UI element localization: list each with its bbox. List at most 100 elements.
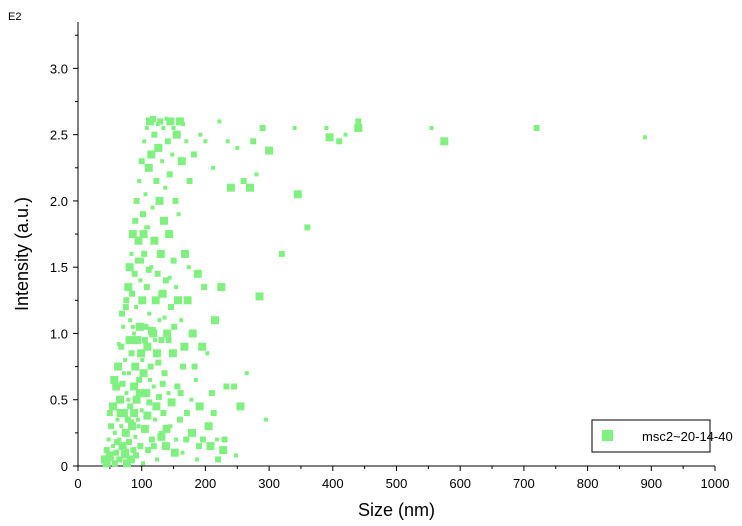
data-point xyxy=(183,296,192,305)
data-point xyxy=(119,424,124,429)
data-point xyxy=(124,416,131,423)
data-point xyxy=(172,197,179,204)
data-point xyxy=(164,138,171,145)
data-point xyxy=(147,150,156,159)
data-point xyxy=(130,409,139,417)
data-point xyxy=(157,118,164,125)
x-tick-label: 200 xyxy=(195,476,217,491)
data-point xyxy=(325,133,334,142)
data-point xyxy=(179,318,184,323)
data-point xyxy=(140,358,145,362)
data-point xyxy=(102,459,111,468)
data-point xyxy=(151,296,160,305)
data-point xyxy=(217,119,222,124)
data-point xyxy=(151,384,156,389)
data-point xyxy=(116,456,123,463)
data-point xyxy=(167,275,172,280)
data-point xyxy=(183,410,190,416)
data-point xyxy=(193,377,198,382)
x-tick-label: 800 xyxy=(577,476,599,491)
data-point xyxy=(148,377,152,382)
data-point xyxy=(127,371,131,376)
data-point xyxy=(160,216,168,225)
data-point xyxy=(129,290,136,297)
y-tick-label: 2.5 xyxy=(50,128,68,143)
data-point xyxy=(105,451,114,460)
data-point xyxy=(201,284,208,291)
data-point xyxy=(203,139,208,144)
data-point xyxy=(223,383,230,390)
data-point xyxy=(162,424,171,433)
data-point xyxy=(135,417,140,422)
data-point xyxy=(180,450,185,455)
data-point xyxy=(130,447,137,454)
data-point xyxy=(114,362,123,371)
data-point xyxy=(130,324,135,329)
data-point xyxy=(177,390,184,397)
data-point xyxy=(124,283,133,292)
data-point xyxy=(166,391,171,396)
data-point xyxy=(293,190,302,199)
y-axis-exponent-label: E2 xyxy=(8,11,21,23)
data-point xyxy=(176,212,181,217)
data-point xyxy=(136,376,143,383)
data-point xyxy=(246,183,254,192)
data-point xyxy=(165,337,172,344)
data-point xyxy=(145,447,152,454)
data-point xyxy=(112,382,121,391)
data-point xyxy=(128,350,135,357)
data-point xyxy=(171,323,178,330)
data-point xyxy=(121,371,126,376)
data-point xyxy=(165,230,174,239)
data-point xyxy=(167,398,176,407)
data-point xyxy=(174,296,182,305)
data-point xyxy=(141,337,148,344)
data-point xyxy=(211,165,215,170)
data-point xyxy=(211,316,219,325)
data-point xyxy=(160,410,167,416)
data-point xyxy=(134,236,143,245)
x-tick-label: 700 xyxy=(513,476,535,491)
data-point xyxy=(155,196,164,205)
data-point xyxy=(146,117,154,126)
data-point xyxy=(174,437,179,442)
data-point xyxy=(134,305,138,309)
data-point xyxy=(324,126,329,130)
data-point xyxy=(119,310,125,317)
data-point xyxy=(158,337,165,344)
data-point xyxy=(195,457,200,462)
data-point xyxy=(205,351,210,356)
x-tick-label: 500 xyxy=(386,476,408,491)
x-tick-label: 300 xyxy=(258,476,280,491)
data-point xyxy=(215,456,222,463)
data-point xyxy=(343,132,348,137)
data-point xyxy=(180,342,189,351)
data-point xyxy=(214,437,219,442)
data-point xyxy=(115,417,120,422)
data-point xyxy=(153,417,158,422)
data-point xyxy=(138,296,147,305)
data-point xyxy=(155,457,159,462)
data-point xyxy=(259,125,266,131)
data-point xyxy=(158,289,167,298)
data-point xyxy=(139,230,148,239)
data-point xyxy=(131,270,138,277)
data-point xyxy=(166,171,173,178)
data-point xyxy=(146,399,153,406)
data-point xyxy=(137,179,142,183)
data-point xyxy=(124,391,129,396)
data-point xyxy=(137,443,144,450)
data-point xyxy=(188,428,196,437)
data-point xyxy=(127,419,134,426)
y-axis-ticks: 0 0.5 1.0 1.5 2.0 2.5 3.0 xyxy=(50,34,78,474)
data-point xyxy=(143,284,150,291)
data-point xyxy=(236,402,245,411)
data-point xyxy=(139,408,144,413)
data-point xyxy=(136,424,141,429)
data-point xyxy=(168,304,174,310)
data-point xyxy=(116,409,125,417)
x-axis-ticks: 0 100 200 300 400 500 600 700 800 900 1000 xyxy=(74,466,729,491)
data-point xyxy=(142,389,151,398)
data-point xyxy=(130,382,139,391)
data-points xyxy=(100,115,647,468)
